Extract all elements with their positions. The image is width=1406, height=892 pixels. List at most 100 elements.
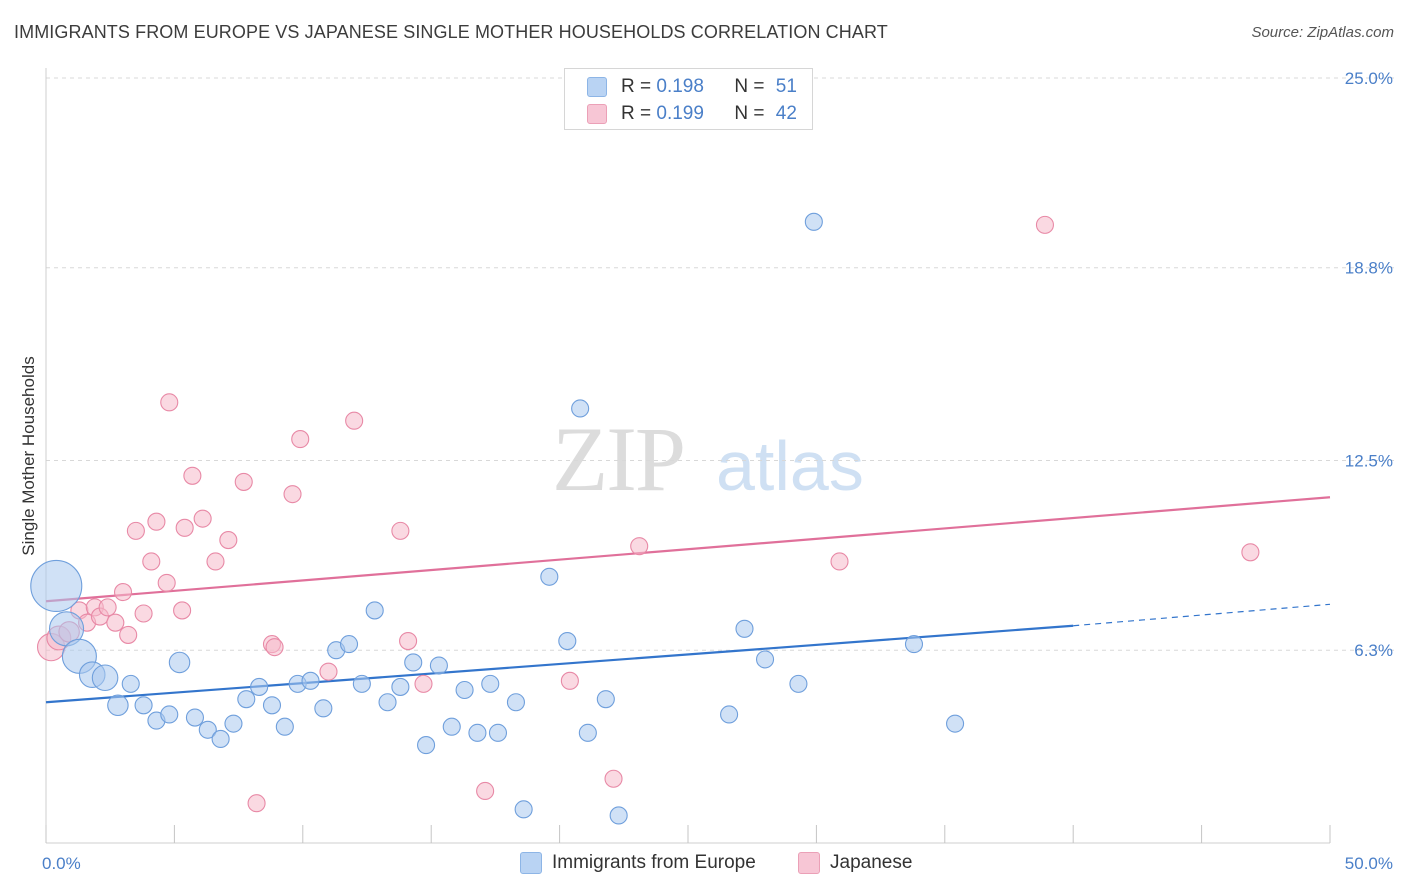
point-japanese <box>219 531 238 550</box>
point-japanese <box>247 794 266 813</box>
point-europe <box>391 677 410 696</box>
point-japanese <box>157 573 176 592</box>
point-europe <box>488 723 508 742</box>
point-europe <box>609 806 628 825</box>
point-japanese <box>345 411 364 430</box>
point-europe <box>121 674 140 693</box>
point-japanese <box>119 625 138 644</box>
point-europe <box>314 699 333 718</box>
point-japanese <box>160 393 179 412</box>
point-japanese <box>183 466 202 485</box>
point-japanese <box>391 521 410 540</box>
point-europe <box>198 720 217 739</box>
watermark-zip: ZIP <box>552 408 684 510</box>
point-europe <box>571 399 590 418</box>
legend-r-label: R = <box>621 103 657 124</box>
point-europe <box>804 212 823 231</box>
trend-line-europe <box>45 624 1074 704</box>
legend-n-label: N = <box>734 103 770 124</box>
x-tick-label: 0.0% <box>42 854 81 873</box>
point-japanese <box>206 552 225 571</box>
point-japanese <box>126 521 145 540</box>
point-europe <box>91 664 119 692</box>
point-europe <box>107 694 129 717</box>
legend-item-europe: Immigrants from Europe <box>520 852 756 874</box>
point-europe <box>429 656 448 675</box>
point-europe <box>352 674 371 693</box>
trend-line-europe-extension <box>1073 603 1331 627</box>
point-europe <box>468 723 487 742</box>
point-europe <box>946 714 965 733</box>
point-europe <box>262 696 282 715</box>
point-europe <box>378 693 397 712</box>
gridlines <box>46 77 1395 651</box>
tick-labels: 6.3% 12.5% 18.8% 25.0% 0.0% 50.0% <box>42 69 1393 873</box>
point-europe <box>904 635 924 654</box>
point-japanese <box>173 601 192 620</box>
legend-top: R = 0.198 N = 51 R = 0.199 N = 42 <box>564 68 813 130</box>
legend-r-value: 0.199 <box>656 103 704 124</box>
point-europe <box>720 705 739 724</box>
point-japanese <box>414 674 433 693</box>
point-europe <box>789 674 808 693</box>
point-japanese <box>106 613 125 632</box>
point-japanese <box>113 583 133 602</box>
legend-swatch-japanese <box>798 852 820 874</box>
trend-lines <box>45 496 1331 704</box>
point-europe <box>237 690 256 709</box>
point-japanese <box>630 537 649 556</box>
legend-n-label: N = <box>734 76 770 97</box>
point-europe <box>30 559 83 613</box>
point-japanese <box>399 631 418 651</box>
y-tick-label: 25.0% <box>1345 69 1393 88</box>
point-japanese <box>175 518 194 537</box>
legend-row-japanese: R = 0.199 N = 42 <box>587 102 797 126</box>
legend-label-japanese: Japanese <box>830 852 913 873</box>
point-europe <box>365 601 384 620</box>
point-japanese <box>147 512 166 531</box>
point-japanese <box>134 604 153 623</box>
point-europe <box>596 690 615 709</box>
point-europe <box>250 677 269 696</box>
axes <box>45 68 1331 844</box>
point-europe <box>506 693 525 712</box>
source-label: Source: ZipAtlas.com <box>1251 24 1394 41</box>
point-europe <box>578 723 597 742</box>
point-europe <box>211 729 230 749</box>
legend-item-japanese: Japanese <box>798 852 912 874</box>
x-tick-label: 50.0% <box>1345 854 1393 873</box>
legend-swatch-japanese <box>587 104 607 124</box>
legend-bottom: Immigrants from Europe Japanese <box>0 850 1406 880</box>
point-europe <box>134 696 153 715</box>
point-europe <box>168 651 191 674</box>
point-europe <box>339 635 359 654</box>
legend-swatch-europe <box>520 852 542 874</box>
point-japanese <box>604 769 623 788</box>
legend-r-label: R = <box>621 76 657 97</box>
point-japanese <box>830 552 849 571</box>
point-europe <box>224 714 243 733</box>
watermark-atlas: atlas <box>716 427 864 505</box>
point-japanese <box>98 598 117 617</box>
y-tick-label: 18.8% <box>1345 259 1393 278</box>
point-japanese <box>1035 215 1055 234</box>
point-europe <box>404 653 423 672</box>
point-japanese <box>283 485 302 504</box>
point-europe <box>160 705 179 724</box>
point-europe <box>275 717 294 736</box>
watermark: ZIP atlas <box>552 408 864 510</box>
point-japanese <box>142 552 161 571</box>
point-europe <box>417 736 436 755</box>
point-japanese <box>265 638 284 657</box>
point-europe <box>442 717 461 736</box>
point-europe <box>481 674 500 693</box>
point-japanese <box>319 662 338 681</box>
point-europe <box>735 619 754 638</box>
legend-r-value: 0.198 <box>656 76 704 97</box>
point-europe <box>514 800 533 819</box>
y-tick-label: 6.3% <box>1354 641 1393 660</box>
trend-line-japanese <box>45 496 1331 603</box>
chart-title: IMMIGRANTS FROM EUROPE VS JAPANESE SINGL… <box>14 22 888 42</box>
legend-swatch-europe <box>587 77 607 97</box>
